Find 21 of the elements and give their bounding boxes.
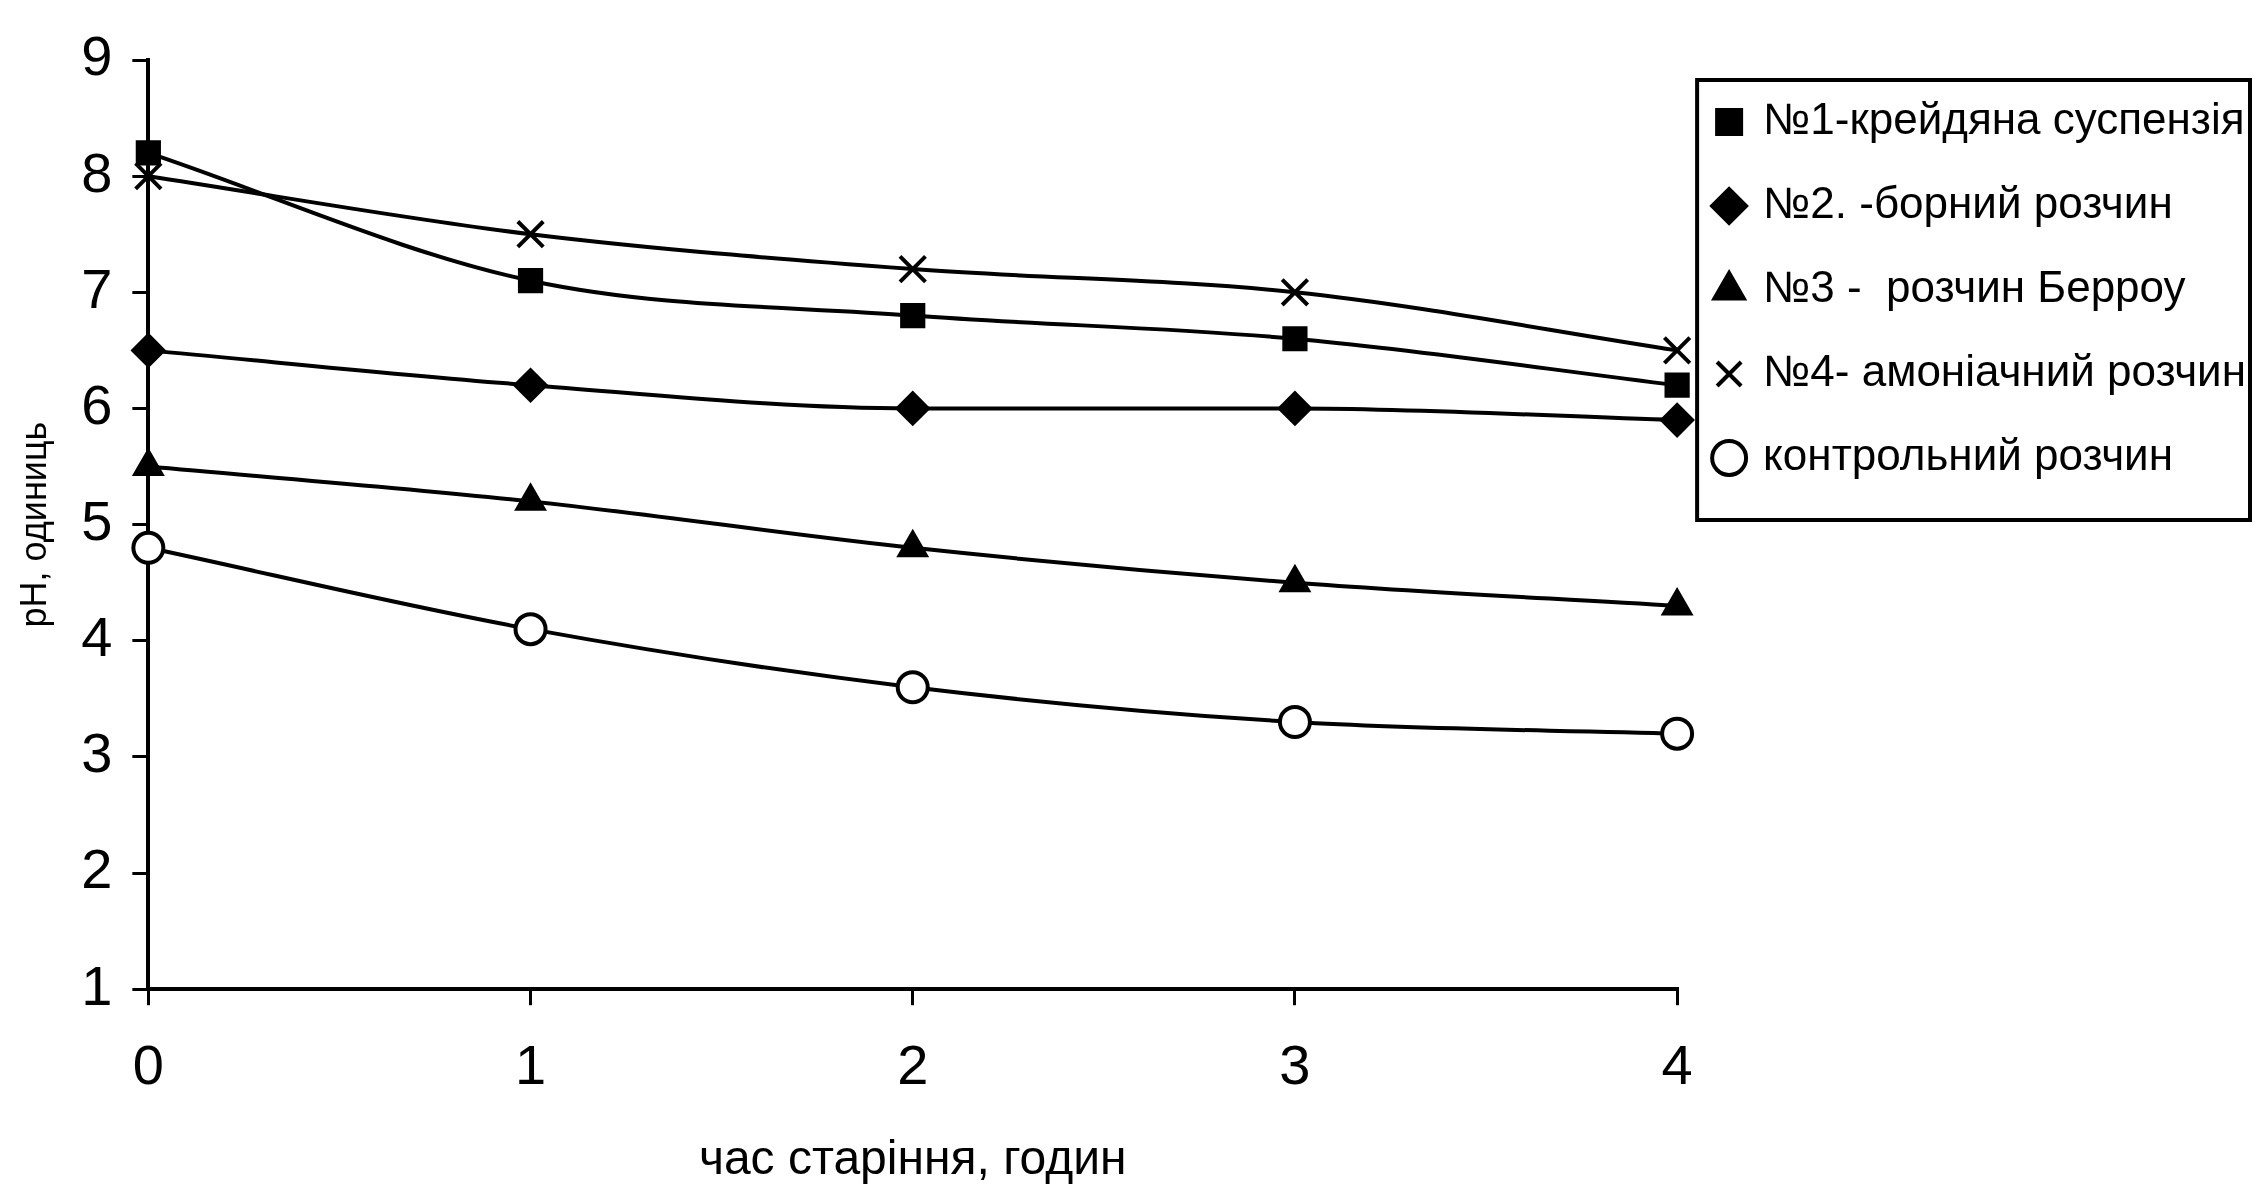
y-tick-label: 2 — [81, 837, 113, 901]
x-axis-title: час старіння, годин — [698, 1131, 1127, 1185]
y-tick-label: 9 — [81, 24, 113, 88]
legend-label: №2. -борний розчин — [1763, 178, 2173, 228]
legend-label: №3 - розчин Берроу — [1763, 262, 2186, 312]
y-tick-label: 4 — [81, 605, 113, 669]
legend-label: контрольний розчин — [1763, 430, 2174, 480]
x-tick-label: 3 — [1279, 1033, 1311, 1097]
y-tick-label: 6 — [81, 372, 113, 436]
x-tick-label: 1 — [514, 1033, 547, 1097]
y-axis-title: pH, одиниць — [12, 421, 54, 628]
y-tick-label: 5 — [81, 489, 113, 553]
y-tick-label: 8 — [81, 140, 113, 204]
y-tick-label: 7 — [81, 256, 113, 320]
x-tick-label: 0 — [132, 1033, 164, 1097]
x-tick-label: 2 — [897, 1033, 929, 1097]
legend-label: №4- амоніачний розчин — [1763, 346, 2247, 396]
legend-label: №1-крейдяна суспензія — [1763, 94, 2245, 144]
x-tick-label: 4 — [1661, 1033, 1693, 1097]
y-tick-label: 1 — [81, 953, 113, 1017]
y-tick-label: 3 — [81, 721, 113, 785]
